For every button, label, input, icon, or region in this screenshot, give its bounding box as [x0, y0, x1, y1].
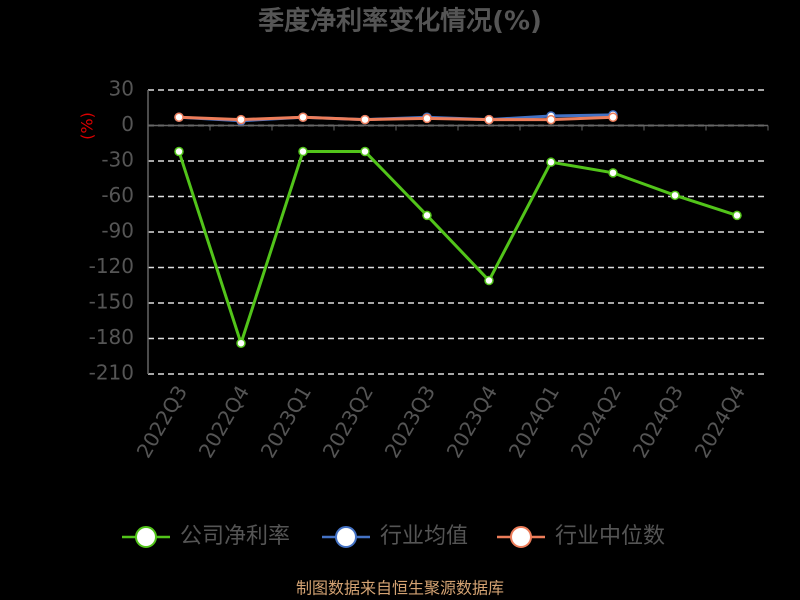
- y-axis-label: (%): [78, 112, 97, 140]
- data-point: [174, 146, 184, 157]
- legend-marker: [335, 526, 357, 548]
- x-tick-label: 2024Q2: [566, 381, 626, 462]
- x-tick-label: 2022Q3: [132, 381, 192, 462]
- x-tick-label: 2024Q1: [504, 381, 564, 462]
- y-tick-label: -30: [101, 148, 134, 172]
- chart-title: 季度净利率变化情况(%): [258, 6, 542, 37]
- y-tick-label: -90: [101, 219, 134, 243]
- data-point: [298, 112, 308, 122]
- y-tick-label: -180: [89, 325, 134, 349]
- y-tick-label: -150: [89, 290, 134, 314]
- source-note: 制图数据来自恒生聚源数据库: [296, 579, 504, 598]
- y-tick-label: -120: [89, 254, 134, 278]
- data-point: [484, 114, 494, 125]
- series-line: [177, 150, 738, 349]
- x-tick-label: 2024Q4: [690, 381, 750, 462]
- data-point: [236, 114, 246, 125]
- legend-label: 行业中位数: [555, 524, 665, 549]
- y-tick-label: -60: [101, 183, 134, 207]
- data-point: [670, 190, 680, 201]
- legend-marker: [135, 526, 157, 548]
- x-tick-label: 2023Q4: [442, 381, 502, 462]
- x-tick-label: 2024Q3: [628, 381, 688, 462]
- x-tick-label: 2023Q1: [256, 381, 316, 462]
- legend-marker: [510, 526, 532, 548]
- x-tick-label: 2023Q3: [380, 381, 440, 462]
- data-point: [732, 210, 742, 221]
- legend-label: 公司净利率: [180, 524, 290, 549]
- data-point: [298, 146, 308, 157]
- y-tick-label: 0: [121, 112, 134, 136]
- data-point: [360, 146, 370, 157]
- data-point: [546, 157, 556, 167]
- data-point: [422, 113, 432, 124]
- data-point: [484, 275, 494, 286]
- legend-label: 行业均值: [380, 524, 468, 549]
- series-line: [178, 115, 614, 122]
- data-point: [360, 114, 370, 125]
- y-tick-label: 30: [109, 77, 134, 101]
- data-point: [608, 168, 618, 178]
- x-tick-label: 2022Q4: [194, 381, 254, 462]
- data-point: [236, 338, 246, 348]
- y-tick-label: -210: [89, 361, 134, 385]
- data-point: [608, 112, 618, 122]
- x-tick-label: 2023Q2: [318, 381, 378, 462]
- data-point: [174, 112, 184, 122]
- data-point: [422, 210, 432, 221]
- data-point: [546, 114, 556, 125]
